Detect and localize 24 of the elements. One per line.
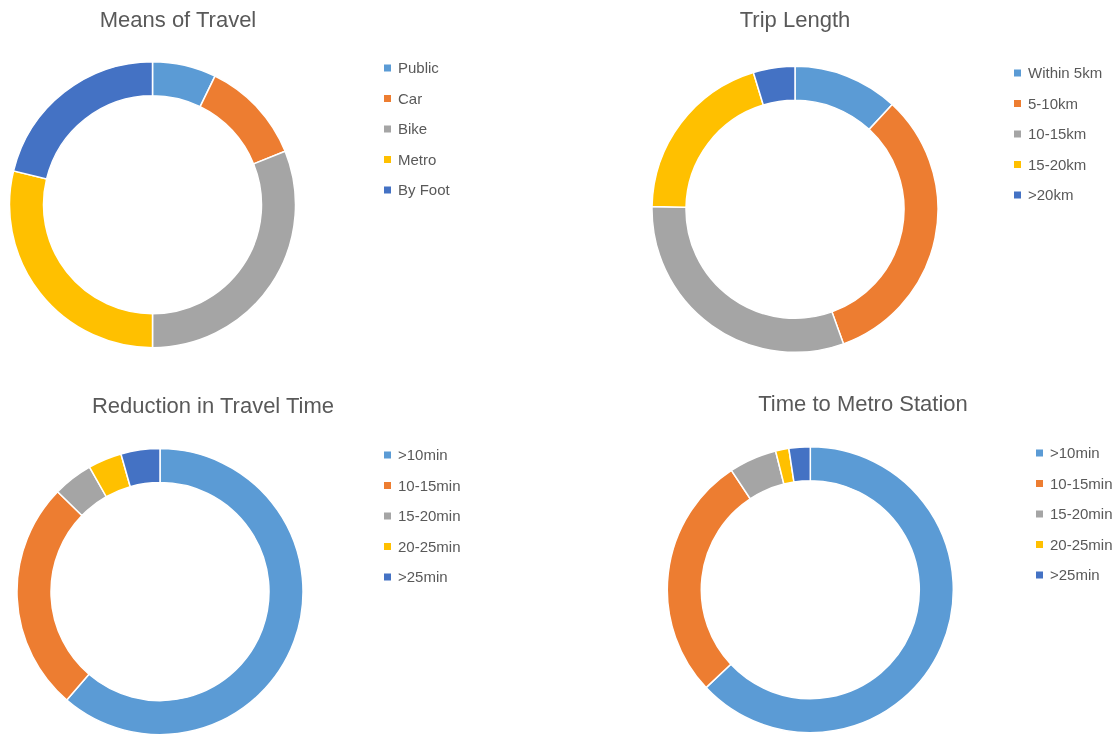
legend-label: Metro (398, 150, 437, 168)
legend-label: Car (398, 89, 423, 107)
legend-label: 15-20min (398, 507, 461, 525)
legend-label: >10min (1050, 444, 1100, 462)
legend-label: 15-20km (1028, 155, 1087, 173)
chart-title: Reduction in Travel Time (91, 393, 335, 418)
legend-label: 15-20min (1050, 505, 1113, 523)
legend-label: Public (398, 59, 440, 77)
legend-label: 20-25min (1050, 535, 1113, 553)
chart-title: Means of Travel (99, 7, 257, 32)
legend-label: >25min (398, 568, 448, 586)
legend-label: >25min (1050, 566, 1100, 584)
legend-label: 10-15min (398, 476, 461, 494)
legend-label: By Foot (398, 181, 451, 199)
legend-label: 20-25min (398, 537, 461, 555)
legend-label: >10min (398, 446, 448, 464)
legend-label: Bike (398, 120, 428, 138)
legend-label: 5-10km (1028, 94, 1079, 112)
legend-label: 10-15km (1028, 125, 1087, 143)
chart-title: Time to Metro Station (758, 391, 968, 416)
legend-label: Within 5km (1028, 64, 1103, 82)
legend-label: >20km (1028, 186, 1074, 204)
chart-title: Trip Length (739, 7, 851, 32)
legend-label: 10-15min (1050, 474, 1113, 492)
